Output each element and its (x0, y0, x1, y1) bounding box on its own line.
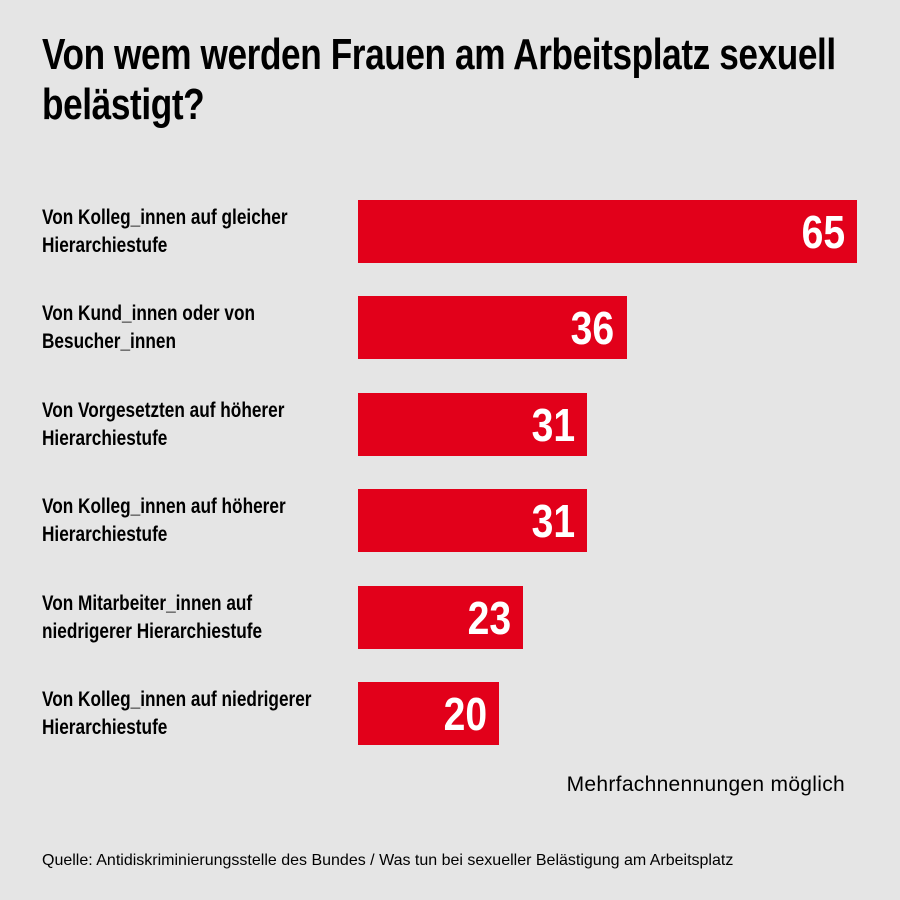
value-label: 36 (571, 302, 615, 355)
bar: 23 (358, 585, 524, 649)
bar-row: Von Mitarbeiter_innen auf niedrigerer Hie… (0, 585, 900, 649)
category-label: Von Kolleg_innen auf gleicher Hierarchies… (42, 204, 370, 260)
value-label: 31 (531, 495, 575, 548)
category-label-line: niedrigerer Hierarchiestufe (42, 619, 263, 643)
category-label-line: Von Kolleg_innen auf niedrigerer (42, 688, 312, 711)
bar: 31 (358, 392, 587, 456)
value-label: 31 (531, 398, 575, 451)
category-label-line: Hierarchiestufe (42, 523, 168, 547)
chart-title: Von wem werden Frauen am Arbeitsplatz se… (42, 30, 836, 129)
category-label-line: Hierarchiestufe (42, 426, 168, 450)
category-label-line: Von Kolleg_innen auf gleicher (42, 206, 288, 229)
category-label: Von Kolleg_innen auf niedrigerer Hierarch… (42, 686, 370, 742)
category-label-line: Hierarchiestufe (42, 234, 168, 257)
category-label-line: Besucher_innen (42, 330, 176, 354)
category-label: Von Kund_innen oder von Besucher_innen (42, 300, 370, 356)
bar-row: Von Kund_innen oder von Besucher_innen 36 (0, 296, 900, 360)
bar-row: Von Vorgesetzten auf höherer Hierarchiest… (0, 392, 900, 456)
bar: 36 (358, 296, 627, 360)
bar-row: Von Kolleg_innen auf gleicher Hierarchies… (0, 200, 900, 263)
category-label-line: Hierarchiestufe (42, 716, 168, 739)
value-label: 23 (467, 591, 512, 644)
category-label: Von Kolleg_innen auf höherer Hierarchiest… (42, 493, 370, 549)
value-label: 65 (801, 206, 845, 258)
category-label-line: Von Kund_innen oder von (42, 302, 256, 326)
value-label: 20 (443, 688, 488, 740)
bar: 31 (358, 489, 587, 553)
category-label-line: Von Mitarbeiter_innen auf (42, 591, 253, 615)
category-label-line: Von Vorgesetzten auf höherer (42, 398, 285, 422)
category-label-line: Von Kolleg_innen auf höherer (42, 495, 286, 519)
category-label: Von Mitarbeiter_innen auf niedrigerer Hie… (42, 590, 370, 646)
bar-row: Von Kolleg_innen auf niedrigerer Hierarch… (0, 682, 900, 745)
bar-row: Von Kolleg_innen auf höherer Hierarchiest… (0, 489, 900, 553)
bar: 65 (358, 200, 857, 263)
category-label: Von Vorgesetzten auf höherer Hierarchiest… (42, 397, 370, 453)
chart-note: Mehrfachnennungen möglich (566, 773, 845, 796)
chart-source: Quelle: Antidiskriminierungsstelle des B… (42, 852, 734, 869)
bar: 20 (358, 682, 500, 745)
